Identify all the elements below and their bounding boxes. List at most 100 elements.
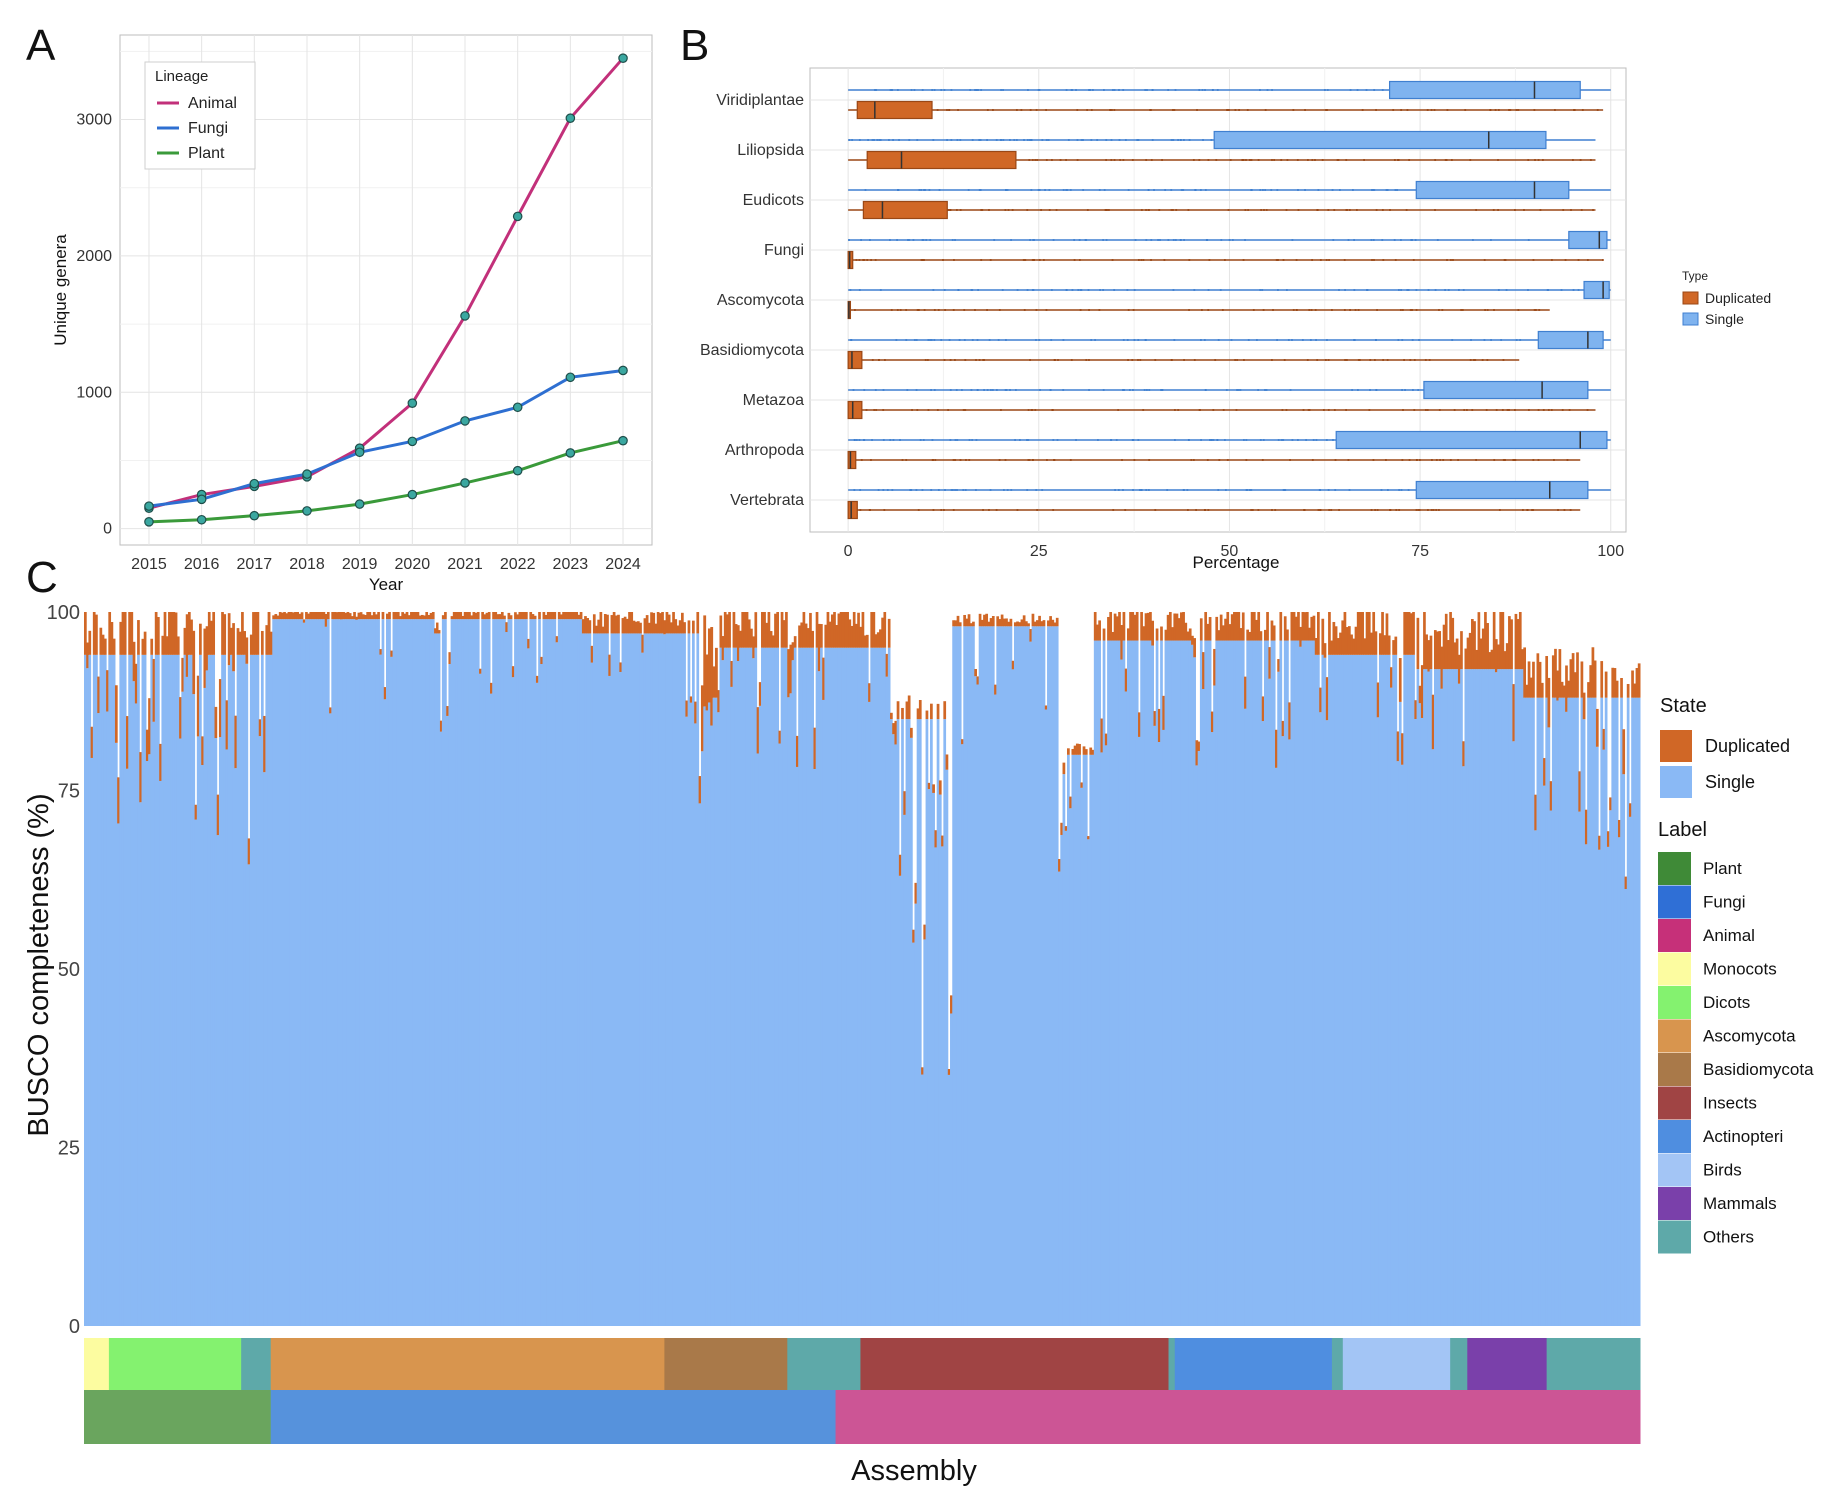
panel-c-bar-single [687,633,691,1326]
panel-c-bar-duplicated [925,710,929,720]
panel-c-bar-duplicated [405,612,409,620]
panel-c-bar-duplicated [291,612,295,620]
panel-b-outlier-point [1117,489,1120,491]
panel-c-bar-single [910,737,913,1326]
panel-c-bar-duplicated [560,614,563,620]
panel-c-bar-duplicated [1180,612,1183,641]
panel-b-outlier-point [1416,459,1418,461]
panel-b-outlier-point [981,209,984,211]
panel-b-outlier-point [1375,209,1378,211]
panel-c-bar-duplicated [1266,612,1269,641]
panel-c-bar-single [1308,640,1311,1326]
panel-c-bar-single [685,716,689,1326]
panel-b-outlier-point [983,389,986,391]
panel-b-outlier-point [1353,289,1356,291]
panel-c-bar-single [1255,640,1258,1326]
panel-b-outlier-point [932,139,935,141]
panel-c-bar-single [623,633,627,1326]
panel-c-bar-duplicated [661,612,664,634]
panel-c-bar-single [555,642,559,1326]
panel-c-bar-duplicated [754,612,758,648]
panel-c-bar-duplicated [958,622,962,627]
panel-c-bars [84,612,1641,1326]
panel-c-bar-duplicated [1431,694,1435,750]
panel-c-bar-duplicated [1009,618,1013,627]
panel-c-label-legend-swatch [1658,1187,1691,1220]
panel-c-bar-single [514,619,517,1326]
panel-b-outlier-point [980,259,983,261]
panel-c-bar-single [507,619,511,1326]
panel-b-outlier-point [1296,439,1299,441]
panel-b-outlier-point [1239,389,1242,391]
panel-c-bar-single [863,647,867,1326]
panel-b-outlier-point [1010,489,1013,491]
panel-c-bar-duplicated [1029,629,1033,642]
panel-c-bar-single [520,619,524,1326]
panel-b-outlier-point [1236,359,1239,361]
panel-c-bar-duplicated [683,622,686,634]
panel-b-outlier-point [957,289,960,291]
panel-c-bar-duplicated [1573,672,1577,698]
panel-b-outlier-point [979,189,982,191]
panel-c-bar-duplicated [1067,748,1070,755]
panel-c-bar-duplicated [168,612,171,655]
panel-c-bar-duplicated [771,635,775,648]
panel-b-outlier-point [1137,139,1140,141]
panel-c-bar-single [901,719,904,1326]
panel-c-bar-duplicated [685,700,689,717]
panel-c-bar-duplicated [1000,614,1004,627]
panel-c-bar-duplicated [1521,649,1524,670]
panel-c-bar-duplicated [516,614,519,620]
panel-b-outlier-point [1111,259,1114,261]
panel-b-outlier-point [1475,209,1478,211]
panel-c-bar-duplicated [500,612,504,620]
panel-b-outlier-point [963,309,966,311]
panel-b-outlier-point [1207,509,1210,511]
panel-c-label-legend-label: Plant [1703,859,1742,878]
panel-b-outlier-point [1005,189,1007,191]
panel-b-outlier-point [1354,309,1357,311]
panel-c-bar-duplicated [163,612,167,655]
panel-c-bar-single [1622,774,1626,1326]
panel-b-outlier-point [879,139,882,141]
panel-b-outlier-point [1022,259,1025,261]
panel-b-outlier-point [874,389,877,391]
panel-b-outlier-point [1224,489,1227,491]
panel-b-outlier-point [952,309,955,311]
panel-b-outlier-point [1347,239,1350,241]
panel-b-outlier-point [1259,89,1261,91]
panel-b-outlier-point [1537,409,1540,411]
panel-b-outlier-point [1272,309,1274,311]
panel-c-bar-single [263,772,266,1326]
panel-c-bar-duplicated [1317,612,1320,655]
panel-c-bar-duplicated [1060,822,1064,835]
panel-c-bar-duplicated [723,612,727,648]
panel-c-bar-single [1440,688,1444,1326]
panel-b-outlier-point [1217,489,1220,491]
panel-b-outlier-point [1409,309,1412,311]
panel-c-bar-duplicated [1250,612,1254,641]
panel-b-outlier-point [1122,389,1125,391]
panel-c-bar-single [778,743,782,1326]
panel-b-outlier-point [1399,309,1402,311]
panel-c-bar-duplicated [1040,621,1044,627]
panel-c-bar-duplicated [203,628,207,688]
panel-b-outlier-point [1049,389,1052,391]
panel-c-bar-duplicated [243,631,246,655]
panel-c-bar-duplicated [1429,635,1433,670]
panel-b-outlier-point [1026,209,1029,211]
panel-c-bar-single [1000,626,1004,1326]
panel-c-label-legend-swatch [1658,1019,1691,1053]
panel-b-outlier-point [1146,89,1148,91]
panel-b-outlier-point [1434,159,1437,161]
panel-c-bar-duplicated [86,642,89,669]
panel-b-outlier-point [1207,309,1210,311]
panel-c-bar-duplicated [1111,631,1115,641]
panel-b-outlier-point [1127,189,1130,191]
panel-c-bar-duplicated [901,707,904,720]
panel-b-outlier-point [1436,239,1439,241]
panel-c-bar-single [476,619,480,1326]
panel-c-bar-single [1164,640,1168,1326]
panel-b-outlier-point [910,89,913,91]
